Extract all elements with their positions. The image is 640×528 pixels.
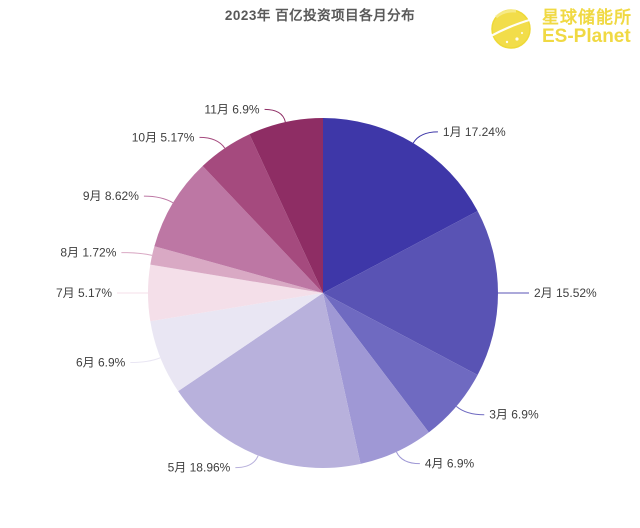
label-line-6月 bbox=[130, 357, 161, 364]
planet-icon bbox=[488, 9, 534, 49]
slice-label-6月: 6月 6.9% bbox=[76, 356, 126, 370]
pie-slice-11月[interactable] bbox=[249, 118, 323, 293]
label-line-5月 bbox=[235, 455, 259, 469]
brand-name-en: ES-Planet bbox=[542, 25, 631, 47]
brand-logo: 星球储能所 ES-Planet bbox=[486, 3, 632, 53]
label-line-1月 bbox=[412, 131, 438, 144]
brand-text: 星球储能所 ES-Planet bbox=[542, 9, 632, 47]
label-line-11月 bbox=[264, 108, 286, 123]
label-line-8月 bbox=[121, 252, 153, 256]
label-line-9月 bbox=[143, 195, 174, 204]
pie-slice-3月[interactable] bbox=[323, 293, 478, 433]
pie-slice-8月[interactable] bbox=[150, 246, 323, 293]
label-line-3月 bbox=[456, 405, 485, 416]
pie-slice-10月[interactable] bbox=[202, 134, 323, 293]
slice-label-7月: 7月 5.17% bbox=[56, 286, 112, 300]
slice-label-2月: 2月 15.52% bbox=[534, 286, 597, 300]
slice-label-10月: 10月 5.17% bbox=[132, 130, 195, 144]
slice-label-1月: 1月 17.24% bbox=[443, 125, 506, 139]
slice-label-4月: 4月 6.9% bbox=[425, 457, 475, 471]
label-line-10月 bbox=[199, 136, 226, 149]
pie-slice-9月[interactable] bbox=[154, 165, 323, 293]
slice-label-9月: 9月 8.62% bbox=[83, 189, 139, 203]
pie-slice-6月[interactable] bbox=[150, 293, 323, 392]
pie-slice-5月[interactable] bbox=[178, 293, 361, 469]
pie-slice-2月[interactable] bbox=[323, 211, 498, 375]
pie-slice-1月[interactable] bbox=[323, 118, 478, 293]
slice-label-8月: 8月 1.72% bbox=[60, 246, 116, 260]
label-line-4月 bbox=[395, 451, 420, 465]
brand-name-cn: 星球储能所 bbox=[542, 8, 632, 28]
slice-label-3月: 3月 6.9% bbox=[489, 408, 539, 422]
pie-slice-7月[interactable] bbox=[147, 264, 323, 322]
pie-slice-4月[interactable] bbox=[323, 293, 429, 464]
slice-label-5月: 5月 18.96% bbox=[168, 461, 231, 475]
page-title: 2023年 百亿投资项目各月分布 bbox=[224, 8, 416, 23]
slice-label-11月: 11月 6.9% bbox=[204, 102, 259, 116]
